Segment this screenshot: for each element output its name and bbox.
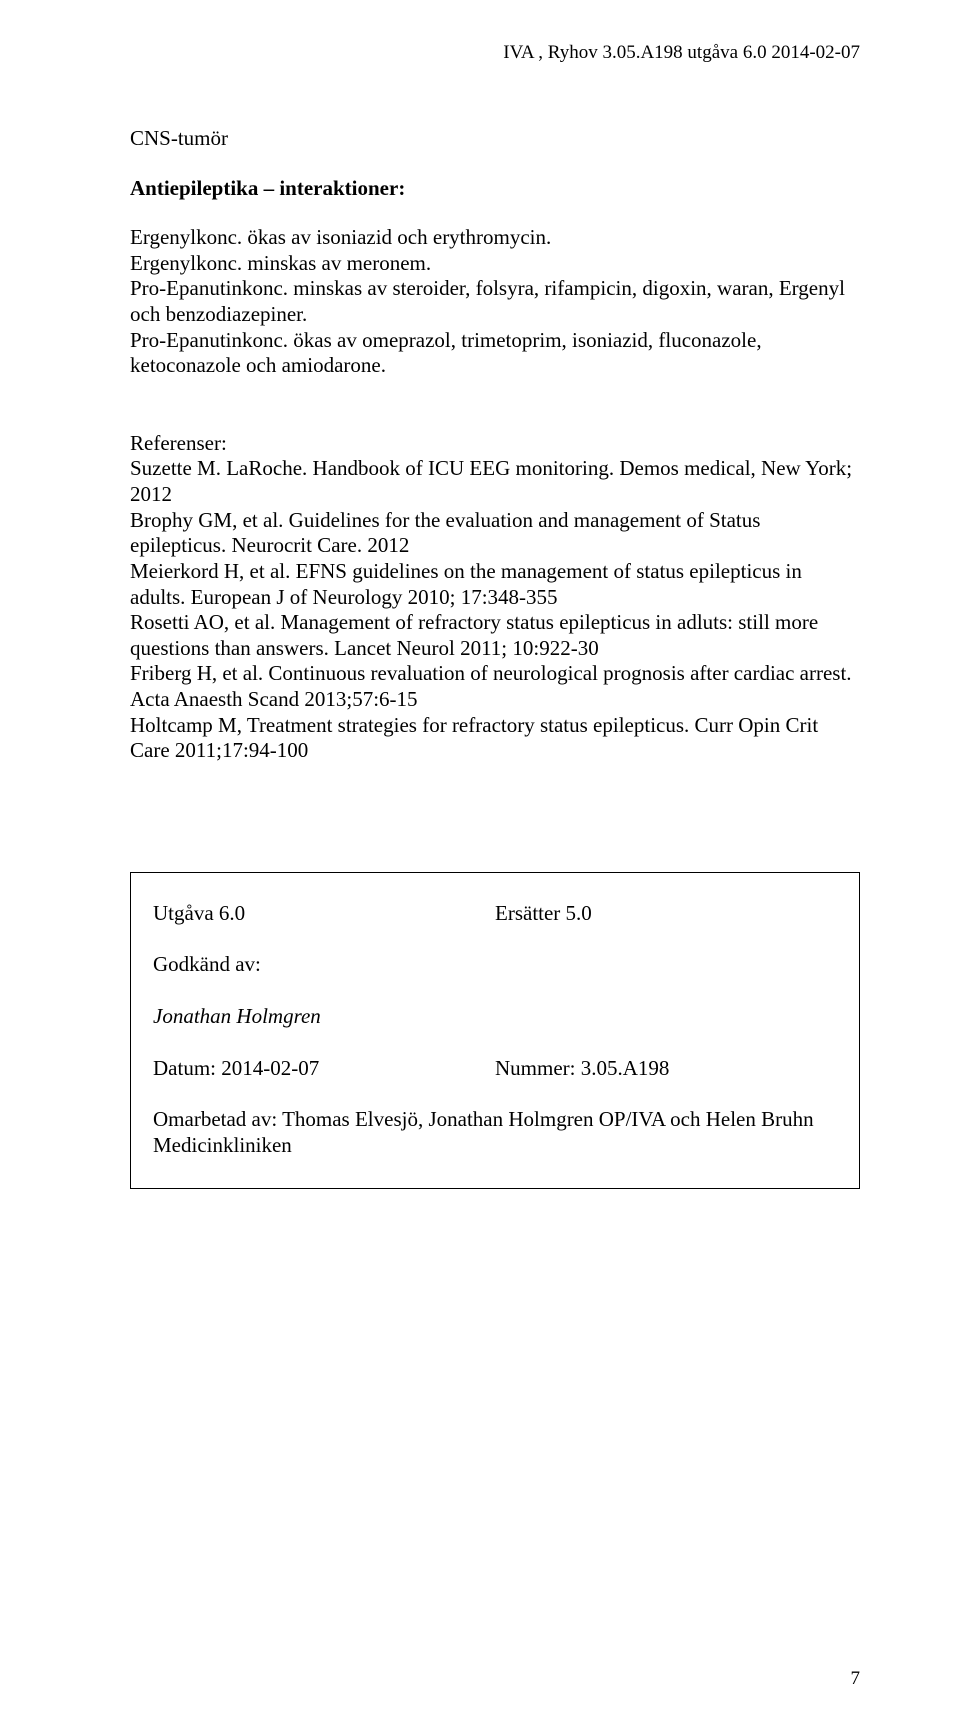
approved-by-label: Godkänd av: xyxy=(153,952,837,978)
section-title: CNS-tumör xyxy=(130,126,860,152)
reference-4: Rosetti AO, et al. Management of refract… xyxy=(130,610,860,661)
replaces-label: Ersätter 5.0 xyxy=(495,901,837,927)
references-block: Referenser: Suzette M. LaRoche. Handbook… xyxy=(130,431,860,764)
number-label: Nummer: 3.05.A198 xyxy=(495,1056,837,1082)
reference-1: Suzette M. LaRoche. Handbook of ICU EEG … xyxy=(130,456,860,507)
date-number-row: Datum: 2014-02-07 Nummer: 3.05.A198 xyxy=(153,1056,837,1082)
revised-by: Omarbetad av: Thomas Elvesjö, Jonathan H… xyxy=(153,1107,837,1158)
interaction-line-3: Pro-Epanutinkonc. minskas av steroider, … xyxy=(130,276,860,327)
document-body: CNS-tumör Antiepileptika – interaktioner… xyxy=(130,126,860,1189)
page-number: 7 xyxy=(851,1668,861,1690)
interaction-line-1: Ergenylkonc. ökas av isoniazid och eryth… xyxy=(130,225,860,251)
interaction-line-4: Pro-Epanutinkonc. ökas av omeprazol, tri… xyxy=(130,328,860,379)
reference-5: Friberg H, et al. Continuous revaluation… xyxy=(130,661,860,712)
subsection-title: Antiepileptika – interaktioner: xyxy=(130,176,860,202)
date-label: Datum: 2014-02-07 xyxy=(153,1056,495,1082)
edition-label: Utgåva 6.0 xyxy=(153,901,495,927)
document-page: IVA , Ryhov 3.05.A198 utgåva 6.0 2014-02… xyxy=(0,0,960,1730)
reference-3: Meierkord H, et al. EFNS guidelines on t… xyxy=(130,559,860,610)
interaction-line-2: Ergenylkonc. minskas av meronem. xyxy=(130,251,860,277)
metadata-box: Utgåva 6.0 Ersätter 5.0 Godkänd av: Jona… xyxy=(130,872,860,1190)
approved-by-name: Jonathan Holmgren xyxy=(153,1004,837,1030)
references-heading: Referenser: xyxy=(130,431,860,457)
edition-row: Utgåva 6.0 Ersätter 5.0 xyxy=(153,901,837,927)
reference-2: Brophy GM, et al. Guidelines for the eva… xyxy=(130,508,860,559)
running-header: IVA , Ryhov 3.05.A198 utgåva 6.0 2014-02… xyxy=(503,42,860,64)
reference-6: Holtcamp M, Treatment strategies for ref… xyxy=(130,713,860,764)
